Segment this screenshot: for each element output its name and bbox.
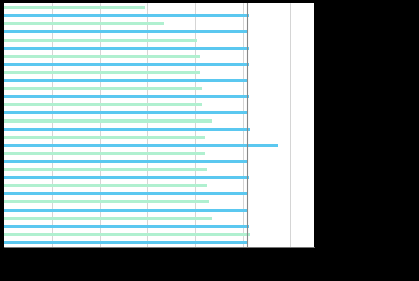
Bar — [4, 47, 249, 50]
Bar — [4, 6, 145, 9]
Bar — [4, 22, 164, 25]
Bar — [4, 95, 249, 98]
Bar — [4, 30, 248, 33]
Bar — [4, 119, 212, 123]
Bar — [4, 111, 248, 114]
Bar — [4, 241, 248, 244]
Bar — [4, 176, 249, 179]
Bar — [4, 192, 248, 195]
Bar — [4, 136, 204, 139]
Bar — [4, 14, 249, 17]
Bar — [4, 71, 200, 74]
Bar — [4, 38, 197, 42]
Bar — [4, 63, 249, 66]
Bar — [4, 184, 207, 187]
Bar — [4, 233, 250, 236]
Bar — [4, 55, 200, 58]
Bar — [4, 200, 210, 203]
Bar — [4, 128, 250, 131]
Bar — [4, 225, 249, 228]
Bar — [4, 103, 202, 106]
Bar — [4, 168, 207, 171]
Bar — [4, 217, 212, 220]
Bar — [4, 209, 248, 212]
Bar — [4, 144, 279, 147]
Bar — [4, 87, 202, 90]
Bar — [4, 79, 248, 82]
Bar — [4, 152, 204, 155]
Bar — [4, 160, 248, 163]
